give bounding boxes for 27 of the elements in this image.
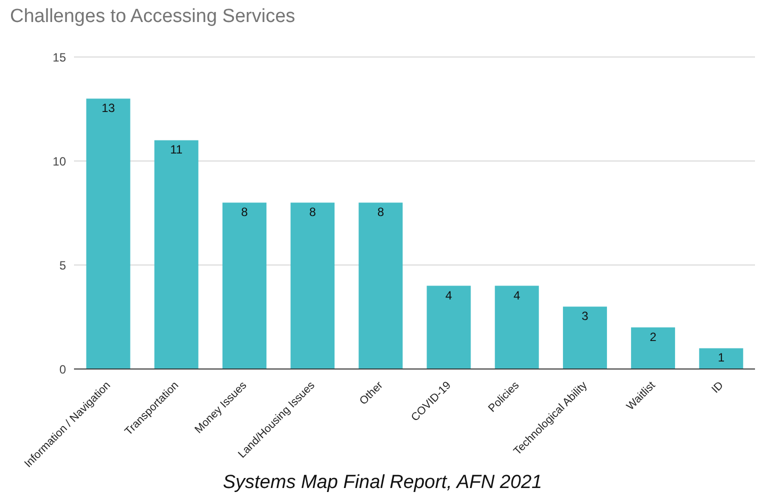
- bar: [86, 98, 130, 369]
- bar: [699, 348, 744, 369]
- y-tick-label: 15: [52, 50, 66, 64]
- bar: [426, 286, 471, 369]
- data-label: 13: [102, 101, 116, 116]
- y-tick-label: 0: [59, 362, 66, 376]
- bar: [631, 327, 676, 369]
- bar: [154, 140, 198, 369]
- bar: [562, 306, 607, 369]
- data-label: 4: [514, 288, 521, 302]
- data-label: 3: [582, 309, 589, 324]
- y-tick-label: 5: [59, 258, 66, 272]
- chart-title: Challenges to Accessing Services: [10, 6, 296, 28]
- data-label: 8: [309, 205, 316, 220]
- data-label: 8: [377, 205, 384, 220]
- y-tick-label: 10: [52, 154, 66, 168]
- bar: [290, 202, 335, 369]
- data-label: 11: [170, 142, 183, 157]
- data-label: 1: [718, 350, 725, 365]
- bar: [358, 202, 403, 369]
- data-label: 4: [445, 288, 452, 302]
- data-label: 8: [241, 205, 248, 220]
- bar: [222, 202, 266, 369]
- text: Systems Map Final Report, AFN 2021: [222, 472, 544, 494]
- x-tick-label: ID: [710, 379, 726, 396]
- bar: [494, 286, 539, 369]
- data-label: 2: [650, 330, 657, 344]
